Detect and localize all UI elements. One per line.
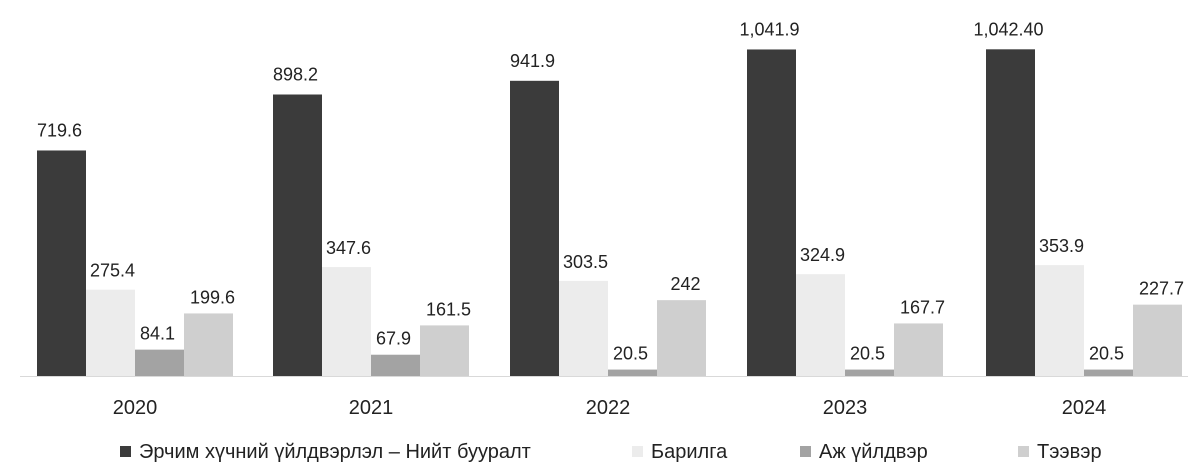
legend-label-series-4: Тээвэр [1037,441,1102,463]
bar-2024-series-2 [1035,265,1084,376]
value-label-2023-series-2: 324.9 [800,245,845,265]
value-label-2020-series-3: 84.1 [140,324,175,344]
category-label-2024: 2024 [1062,397,1107,419]
value-label-2022-series-3: 20.5 [613,344,648,364]
bar-2022-series-3 [608,369,657,376]
bar-2024-series-1 [986,49,1035,377]
value-label-2024-series-4: 227.7 [1139,279,1184,299]
value-label-2020-series-2: 275.4 [90,261,135,281]
value-label-2023-series-3: 20.5 [850,344,885,364]
value-label-2021-series-2: 347.6 [326,238,371,258]
value-label-2024-series-3: 20.5 [1089,344,1124,364]
legend-swatch-series-2 [632,446,643,457]
bar-2023-series-2 [796,274,845,376]
legend: Эрчим хүчний үйлдвэрлэл – Нийт бууралт Ба… [120,441,1102,463]
category-label-2021: 2021 [349,397,394,419]
value-label-2020-series-1: 719.6 [37,120,82,140]
legend-swatch-series-4 [1018,446,1029,457]
legend-label-series-2: Барилга [651,441,728,463]
value-label-2021-series-1: 898.2 [273,65,318,85]
value-label-2024-series-2: 353.9 [1039,236,1084,256]
value-label-2022-series-2: 303.5 [563,252,608,272]
value-label-2020-series-4: 199.6 [190,287,235,307]
bar-2023-series-1 [747,49,796,377]
value-labels-layer: 719.6 275.4 84.1 199.6 898.2 347.6 67.9 161.5 94… [37,19,1184,363]
bar-2021-series-4 [420,325,469,376]
bar-2024-series-3 [1084,369,1133,376]
category-label-2022: 2022 [586,397,631,419]
bar-2020-series-1 [37,150,86,376]
bar-2022-series-1 [510,80,559,377]
bars-layer [37,49,1182,377]
bar-2020-series-3 [135,349,184,376]
bar-2023-series-3 [845,369,894,376]
value-label-2021-series-4: 161.5 [426,299,471,319]
legend-swatch-series-3 [800,446,811,457]
bar-2022-series-4 [657,300,706,376]
bar-2021-series-2 [322,267,371,376]
category-label-2020: 2020 [113,397,158,419]
value-label-2022-series-4: 242 [670,274,700,294]
value-label-2021-series-3: 67.9 [376,329,411,349]
bar-2022-series-2 [559,280,608,376]
value-label-2023-series-1: 1,041.9 [739,19,799,39]
bar-2024-series-4 [1133,304,1182,376]
bar-2021-series-1 [273,94,322,376]
bar-2023-series-4 [894,323,943,376]
legend-swatch-series-1 [120,446,131,457]
category-labels-layer: 2020 2021 2022 2023 2024 [113,397,1107,419]
value-label-2024-series-1: 1,042.40 [973,19,1043,39]
bar-2021-series-3 [371,354,420,376]
category-label-2023: 2023 [823,397,868,419]
legend-label-series-1: Эрчим хүчний үйлдвэрлэл – Нийт бууралт [139,441,531,463]
legend-label-series-3: Аж үйлдвэр [819,441,928,463]
bar-2020-series-4 [184,313,233,376]
bar-2020-series-2 [86,289,135,376]
value-label-2022-series-1: 941.9 [510,51,555,71]
value-label-2023-series-4: 167.7 [900,297,945,317]
